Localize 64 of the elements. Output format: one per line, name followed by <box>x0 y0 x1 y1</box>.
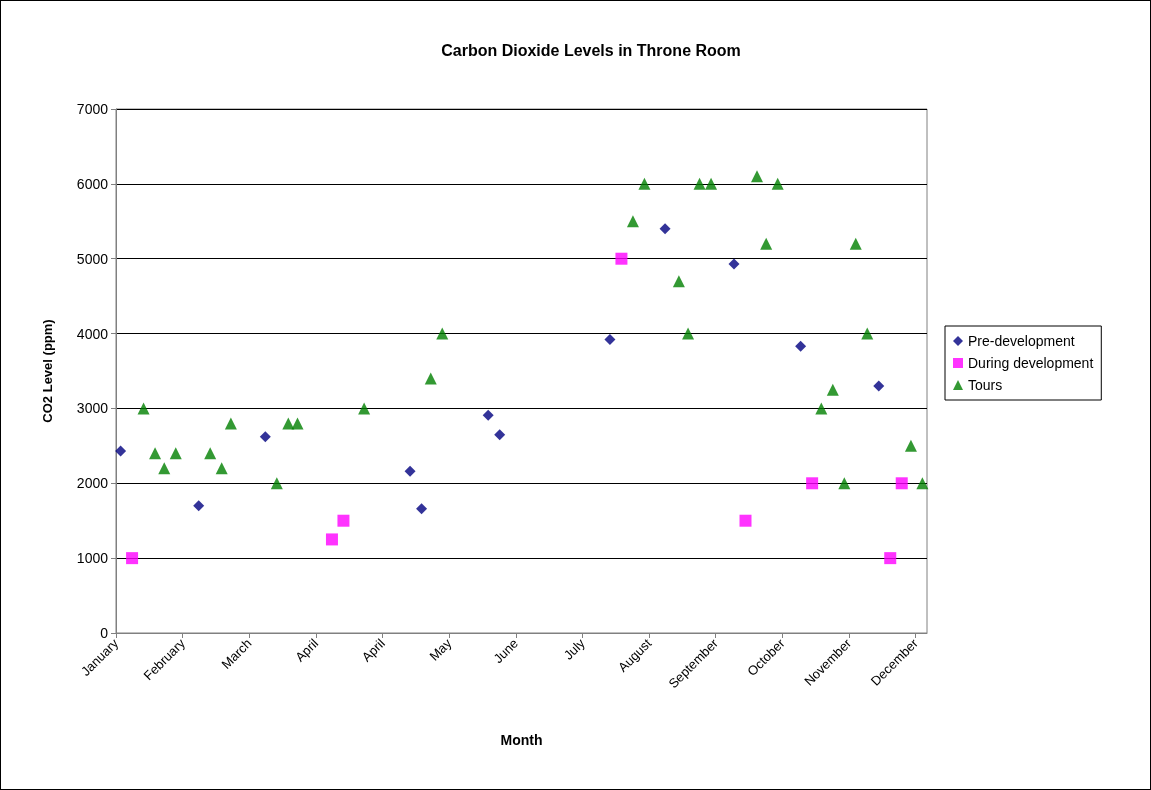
point <box>436 327 449 340</box>
point <box>815 402 828 415</box>
y-tick-label: 4000 <box>76 325 109 342</box>
point <box>739 514 752 527</box>
point <box>404 465 416 477</box>
y-tick-label: 5000 <box>76 250 109 267</box>
point <box>771 177 784 190</box>
point <box>204 447 217 460</box>
y-tick-label: 2000 <box>76 475 109 492</box>
point <box>424 372 437 385</box>
point <box>169 447 182 460</box>
point <box>615 252 628 265</box>
point <box>693 177 706 190</box>
y-tick-label: 6000 <box>76 175 109 192</box>
point <box>215 462 228 475</box>
point <box>849 237 862 250</box>
point <box>358 402 371 415</box>
point <box>291 417 304 430</box>
point <box>904 439 917 452</box>
point <box>416 503 428 515</box>
y-tick-label: 0 <box>100 625 109 641</box>
x-tick-label: July <box>560 635 589 663</box>
legend-label: During development <box>968 355 1094 371</box>
x-tick-label: May <box>426 635 455 664</box>
point <box>325 533 338 546</box>
y-tick-label: 1000 <box>76 550 109 567</box>
point <box>638 177 651 190</box>
point <box>760 237 773 250</box>
point <box>126 552 139 565</box>
point <box>115 445 127 457</box>
point <box>672 275 685 288</box>
point <box>873 380 885 392</box>
point <box>884 552 897 565</box>
point <box>682 327 695 340</box>
point <box>270 477 283 490</box>
point <box>861 327 874 340</box>
point <box>193 500 205 512</box>
point <box>137 402 150 415</box>
point <box>750 170 763 183</box>
point <box>158 462 171 475</box>
point <box>149 447 162 460</box>
y-tick-label: 7000 <box>76 101 109 117</box>
point <box>705 177 718 190</box>
point <box>482 409 494 421</box>
point <box>604 334 616 346</box>
point <box>895 477 908 490</box>
point <box>494 429 506 441</box>
y-tick-label: 3000 <box>76 400 109 417</box>
point <box>259 431 271 443</box>
point <box>337 514 350 527</box>
point <box>916 477 929 490</box>
point <box>826 383 839 396</box>
point <box>626 215 639 228</box>
legend-label: Tours <box>968 377 1003 393</box>
point <box>224 417 237 430</box>
x-axis-title: Month <box>500 732 543 748</box>
chart-title: Carbon Dioxide Levels in Throne Room <box>441 41 741 59</box>
point <box>659 223 671 235</box>
point <box>728 258 740 270</box>
point <box>795 340 807 352</box>
point <box>806 477 819 490</box>
legend-label: Pre-development <box>968 333 1075 349</box>
point <box>838 477 851 490</box>
y-axis-title: CO2 Level (ppm) <box>40 319 55 423</box>
